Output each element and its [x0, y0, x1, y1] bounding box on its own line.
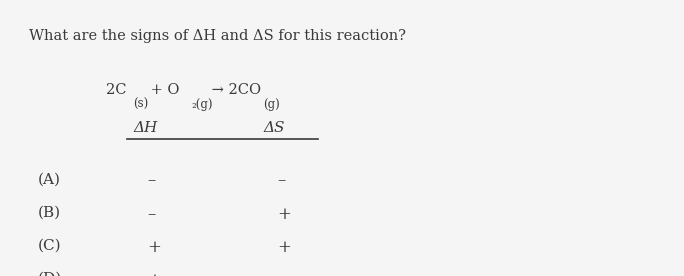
Text: +: + [277, 206, 291, 223]
Text: 2C: 2C [106, 83, 127, 97]
Text: (g): (g) [263, 98, 280, 111]
Text: (B): (B) [38, 206, 61, 220]
Text: –: – [277, 272, 285, 276]
Text: –: – [277, 172, 285, 190]
Text: –: – [147, 172, 155, 190]
Text: +: + [147, 239, 161, 256]
Text: +: + [277, 239, 291, 256]
Text: (A): (A) [38, 172, 61, 187]
Text: → 2CO: → 2CO [207, 83, 261, 97]
Text: –: – [147, 206, 155, 223]
Text: +: + [147, 272, 161, 276]
Text: (D): (D) [38, 272, 62, 276]
Text: ΔH: ΔH [133, 121, 157, 136]
Text: ₂(g): ₂(g) [192, 98, 213, 111]
Text: What are the signs of ΔH and ΔS for this reaction?: What are the signs of ΔH and ΔS for this… [29, 29, 406, 43]
Text: + O: + O [146, 83, 179, 97]
Text: (C): (C) [38, 239, 62, 253]
Text: ΔS: ΔS [263, 121, 285, 136]
Text: (s): (s) [133, 98, 148, 111]
